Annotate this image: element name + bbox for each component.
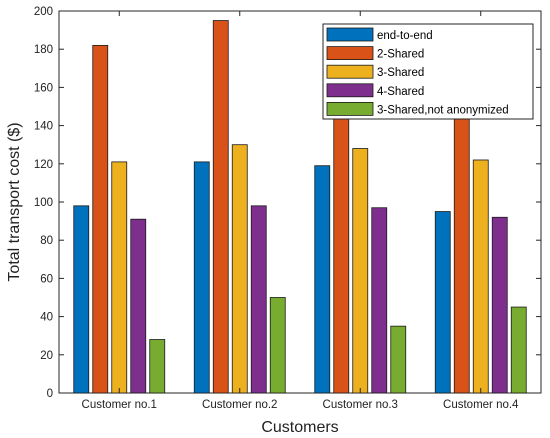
x-tick-label: Customer no.4 xyxy=(443,399,519,411)
bar-4-3 xyxy=(371,207,388,394)
y-tick-label: 100 xyxy=(34,197,53,209)
bars-group xyxy=(73,20,527,394)
legend-label: 3-Shared xyxy=(377,67,424,79)
bar-3-1 xyxy=(111,161,128,394)
legend-swatch xyxy=(326,46,374,60)
bar-1-2 xyxy=(193,161,210,394)
y-tick-label: 140 xyxy=(34,121,53,133)
bar-3-4 xyxy=(472,159,489,394)
legend-label: 4-Shared xyxy=(377,86,424,98)
y-tick-label: 160 xyxy=(34,82,53,94)
legend-label: 3-Shared,not anonymized xyxy=(377,104,509,116)
bar-3-3 xyxy=(352,148,369,394)
bar-4-2 xyxy=(250,205,267,394)
bar-2-2 xyxy=(212,20,229,394)
bar-5-1 xyxy=(149,339,166,394)
y-tick-label: 180 xyxy=(34,44,53,56)
x-tick-label: Customer no.2 xyxy=(202,399,277,411)
y-axis: 0 20 40 60 80 100 120 140 160 180 200 xyxy=(34,6,541,400)
y-tick-label: 60 xyxy=(40,273,53,285)
y-tick-label: 200 xyxy=(34,6,53,18)
legend-swatch xyxy=(326,27,374,42)
bar-5-4 xyxy=(510,306,527,394)
y-tick-label: 40 xyxy=(40,312,53,324)
y-axis-title: Total transport cost ($) xyxy=(6,122,23,281)
bar-1-3 xyxy=(314,165,331,394)
x-tick-label: Customer no.3 xyxy=(323,399,398,411)
bar-1-4 xyxy=(434,211,451,394)
legend-swatch xyxy=(326,83,374,98)
legend-swatch xyxy=(326,102,374,116)
bar-2-1 xyxy=(92,44,109,394)
legend-swatch xyxy=(326,64,374,79)
bar-2-3 xyxy=(333,94,350,394)
bar-3-2 xyxy=(231,144,248,394)
y-tick-label: 120 xyxy=(34,159,53,171)
x-tick-label: Customer no.1 xyxy=(82,399,157,411)
x-axis-title: Customers xyxy=(261,419,338,436)
y-tick-label: 80 xyxy=(40,235,53,247)
bar-5-3 xyxy=(390,325,407,394)
y-tick-label: 0 xyxy=(47,388,53,400)
bar-2-4 xyxy=(453,88,470,394)
legend: end-to-end 2-Shared 3-Shared 4-Shared 3-Shar… xyxy=(322,23,534,120)
y-tick-label: 20 xyxy=(40,350,53,362)
x-axis: Customer no.1 Customer no.2 Customer no.3 C… xyxy=(82,11,519,411)
bar-4-1 xyxy=(130,218,147,394)
legend-label: end-to-end xyxy=(377,30,433,42)
legend-label: 2-Shared xyxy=(377,49,424,61)
bar-5-2 xyxy=(269,297,286,394)
bar-1-1 xyxy=(73,205,90,394)
bar-4-4 xyxy=(491,216,508,394)
